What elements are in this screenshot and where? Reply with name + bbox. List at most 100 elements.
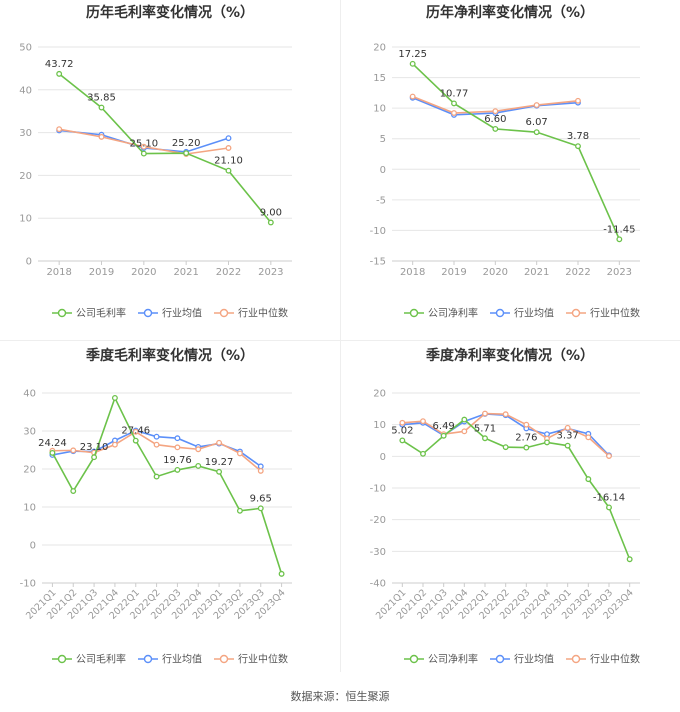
legend-item-median[interactable]: 行业中位数: [566, 307, 640, 320]
legend-label: 行业中位数: [590, 307, 640, 320]
data-point-company: [98, 104, 105, 111]
data-point-median: [606, 453, 612, 459]
data-label: 6.49: [433, 421, 455, 432]
chart-title: 历年毛利率变化情况（%）: [86, 4, 254, 21]
data-label: 27.46: [121, 426, 150, 437]
legend-marker-icon: [495, 308, 505, 318]
legend-label: 公司净利率: [428, 653, 478, 666]
data-label: 5.71: [474, 423, 496, 434]
series-line-company: [401, 418, 631, 560]
y-tick-label: 30: [19, 128, 32, 139]
data-point-avg: [225, 135, 232, 142]
legend-label: 公司毛利率: [76, 653, 126, 666]
x-tick-label: 2022: [216, 267, 241, 278]
data-point-median: [523, 421, 530, 428]
data-point-company: [70, 488, 77, 494]
data-point-company: [91, 454, 98, 461]
data-label: 9.00: [260, 207, 282, 218]
data-point-median: [409, 93, 416, 100]
legend-marker-icon: [409, 308, 419, 318]
series-line-company: [51, 395, 283, 575]
data-point-median: [140, 143, 147, 150]
data-label: 25.10: [130, 139, 159, 150]
y-tick-label: 20: [23, 465, 36, 476]
data-point-median: [236, 450, 243, 457]
data-point-avg: [174, 435, 181, 442]
data-label: 19.27: [205, 457, 234, 468]
data-point-median: [132, 428, 139, 435]
y-tick-label: -5: [376, 195, 386, 206]
legend-marker-icon: [143, 654, 153, 664]
legend-marker-icon: [219, 654, 229, 664]
legend-label: 行业中位数: [238, 653, 288, 666]
legend-marker-icon: [143, 308, 153, 318]
data-point-median: [451, 110, 457, 116]
legend-marker-icon: [57, 654, 67, 664]
data-point-company: [575, 143, 581, 150]
chart-title: 历年净利率变化情况（%）: [426, 4, 594, 21]
legend-item-company[interactable]: 公司毛利率: [52, 307, 126, 320]
legend-item-median[interactable]: 行业中位数: [214, 653, 288, 666]
legend-item-company[interactable]: 公司净利率: [404, 653, 478, 666]
y-tick-label: -10: [370, 226, 386, 237]
data-point-company: [153, 473, 160, 480]
legend-item-company[interactable]: 公司净利率: [404, 307, 478, 320]
x-tick-label: 2021: [173, 267, 198, 278]
data-point-median: [461, 428, 468, 435]
data-point-company: [195, 463, 202, 469]
data-point-company: [420, 450, 426, 457]
y-tick-label: 5: [380, 134, 386, 145]
y-tick-label: 40: [23, 389, 36, 400]
data-point-company: [606, 504, 612, 511]
data-point-median: [502, 411, 509, 418]
data-label: -11.45: [603, 224, 635, 235]
chart-annual-net: 历年净利率变化情况（%） -15 -10 -5 0 5 10 15 20 2018 2019 2020…: [370, 4, 640, 320]
y-tick-label: 10: [373, 104, 386, 115]
data-point-median: [98, 133, 105, 140]
data-point-company: [502, 444, 509, 451]
data-point-avg: [153, 433, 160, 440]
data-point-median: [575, 97, 581, 104]
data-point-median: [174, 444, 181, 451]
data-point-company: [440, 432, 447, 439]
x-tick-label: 2022: [565, 267, 590, 278]
y-tick-label: 0: [380, 452, 386, 463]
legend-item-avg[interactable]: 行业均值: [138, 307, 202, 320]
horizontal-divider: [0, 340, 680, 341]
legend-marker-icon: [571, 654, 581, 664]
data-label: 3.78: [567, 131, 589, 142]
data-label: 9.65: [250, 493, 272, 504]
y-tick-label: 0: [380, 165, 386, 176]
y-tick-label: 40: [19, 85, 32, 96]
data-point-company: [174, 466, 181, 473]
legend-label: 行业中位数: [238, 307, 288, 320]
x-tick-label: 2018: [400, 267, 425, 278]
data-point-company: [267, 219, 274, 226]
x-tick-label: 2021: [524, 267, 549, 278]
legend-item-company[interactable]: 公司毛利率: [52, 653, 126, 666]
data-point-company: [544, 439, 550, 446]
legend-item-avg[interactable]: 行业均值: [490, 307, 554, 320]
legend-item-median[interactable]: 行业中位数: [566, 653, 640, 666]
legend-label: 行业均值: [514, 653, 554, 666]
data-label: 35.85: [87, 93, 116, 104]
y-tick-label: -30: [370, 547, 386, 558]
data-point-median: [153, 441, 160, 448]
legend-item-avg[interactable]: 行业均值: [490, 653, 554, 666]
data-point-company: [225, 167, 232, 174]
legend-item-avg[interactable]: 行业均值: [138, 653, 202, 666]
legend-item-median[interactable]: 行业中位数: [214, 307, 288, 320]
data-label: 2.76: [515, 433, 537, 444]
series-line-company: [58, 73, 272, 223]
legend-label: 行业均值: [514, 307, 554, 320]
y-tick-label: 10: [19, 214, 32, 225]
chart-annual-gross: 历年毛利率变化情况（%） 0 10 20 30 40 50 2018 2019 2020 2021 2…: [19, 4, 292, 320]
data-point-company: [183, 150, 190, 157]
x-tick-label: 2019: [89, 267, 114, 278]
data-label: 19.76: [163, 455, 192, 466]
series-line-company: [412, 63, 621, 240]
data-point-median: [399, 419, 406, 426]
data-label: 6.60: [484, 114, 506, 125]
y-tick-label: -10: [370, 484, 386, 495]
